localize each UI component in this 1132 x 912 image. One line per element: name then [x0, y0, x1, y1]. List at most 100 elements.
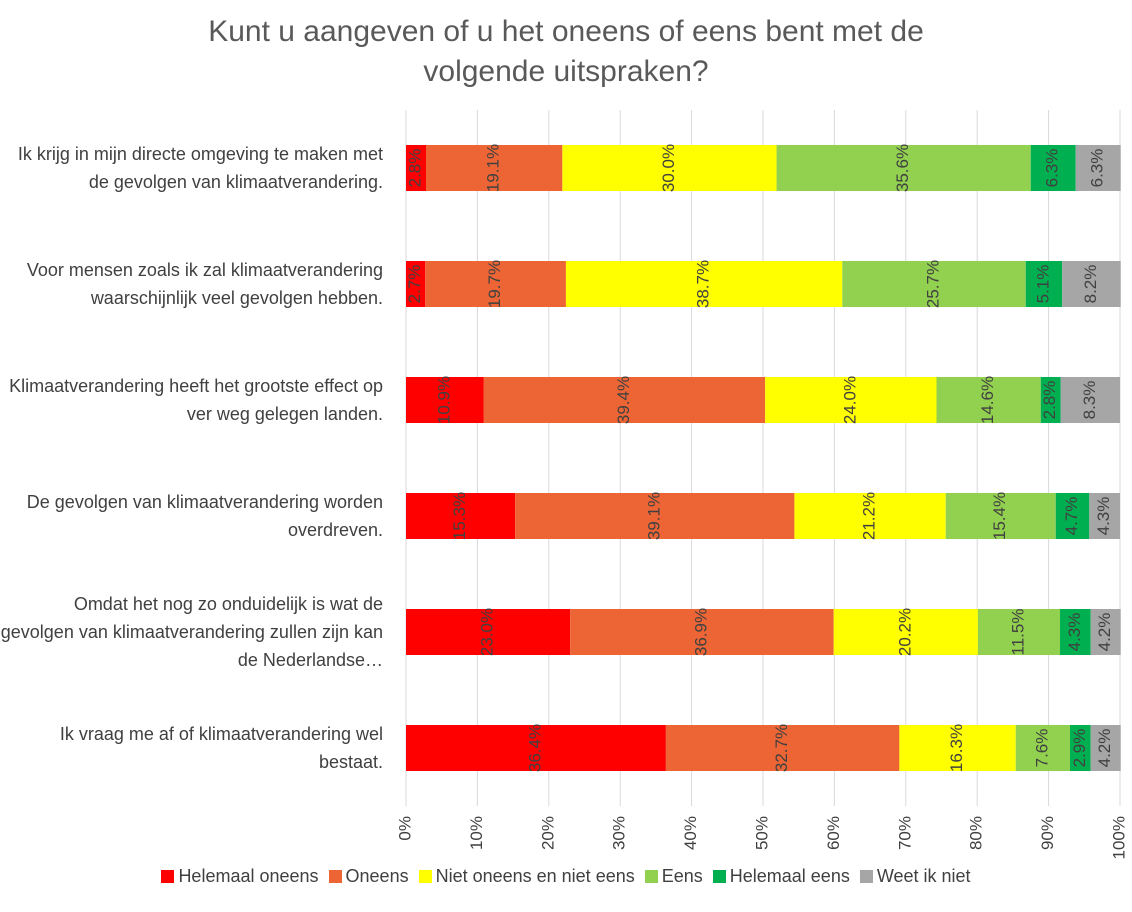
- data-label: 4.2%: [1095, 613, 1114, 652]
- legend-label: Helemaal eens: [729, 866, 850, 886]
- legend-swatch: [859, 870, 873, 883]
- data-label: 32.7%: [772, 724, 791, 772]
- bar-segment: [406, 145, 426, 191]
- data-label: 6.3%: [1043, 149, 1062, 188]
- legend-item: Niet oneens en niet eens: [418, 866, 635, 887]
- data-label: 2.8%: [405, 149, 424, 188]
- data-label: 8.3%: [1080, 381, 1099, 420]
- data-label: 5.1%: [1033, 265, 1052, 304]
- legend-swatch: [644, 870, 658, 883]
- data-label: 21.2%: [860, 492, 879, 540]
- data-label: 4.3%: [1065, 613, 1084, 652]
- data-label: 2.9%: [1070, 729, 1089, 768]
- x-tick-label: 100%: [1109, 816, 1128, 859]
- data-label: 39.1%: [644, 492, 663, 540]
- bar-segment: [483, 377, 766, 423]
- legend-label: Helemaal oneens: [178, 866, 319, 886]
- x-tick-label: 0%: [395, 816, 414, 841]
- data-label: 11.5%: [1008, 609, 1027, 656]
- bar-segment: [833, 609, 978, 655]
- data-label: 25.7%: [923, 260, 942, 308]
- bar-segment: [977, 609, 1061, 655]
- data-label: 4.7%: [1062, 497, 1081, 536]
- data-label: 36.9%: [691, 608, 710, 656]
- legend-item: Oneens: [328, 866, 409, 887]
- bar-segment: [1030, 145, 1076, 191]
- x-tick-label: 70%: [895, 816, 914, 850]
- bar-segment: [945, 493, 1056, 539]
- bar-segment: [1060, 377, 1120, 423]
- data-label: 2.8%: [1040, 381, 1059, 420]
- category-label: Ik vraag me af of klimaatverandering wel…: [59, 724, 383, 772]
- data-label: 38.7%: [694, 260, 713, 308]
- bar-segment: [565, 261, 843, 307]
- x-tick-label: 90%: [1038, 816, 1057, 850]
- data-label: 14.6%: [978, 376, 997, 424]
- data-label: 8.2%: [1081, 265, 1100, 304]
- data-label: 15.3%: [450, 492, 469, 540]
- data-label: 19.1%: [484, 144, 503, 192]
- data-label: 36.4%: [525, 724, 544, 772]
- bar-segment: [665, 725, 900, 771]
- data-label: 16.3%: [947, 724, 966, 772]
- bar-segment: [1090, 725, 1121, 771]
- bar-segment: [776, 145, 1031, 191]
- legend-item: Eens: [644, 866, 703, 887]
- data-label: 20.2%: [895, 608, 914, 656]
- legend-item: Weet ik niet: [859, 866, 971, 887]
- bar-segment: [570, 609, 834, 655]
- legend-swatch: [161, 870, 175, 883]
- x-tick-label: 50%: [752, 816, 771, 850]
- bar-segment: [562, 145, 777, 191]
- bar-segment: [406, 609, 571, 655]
- bar-segment: [1015, 725, 1071, 771]
- data-label: 7.6%: [1032, 729, 1051, 768]
- data-label: 10.9%: [434, 376, 453, 424]
- bar-segment: [406, 377, 484, 423]
- bar-segment: [899, 725, 1016, 771]
- x-tick-label: 80%: [967, 816, 986, 850]
- data-label: 4.3%: [1094, 497, 1113, 536]
- data-label: 39.4%: [614, 376, 633, 424]
- bar-segment: [936, 377, 1041, 423]
- bar-segment: [1090, 609, 1121, 655]
- legend-label: Eens: [661, 866, 703, 886]
- data-label: 23.0%: [478, 608, 497, 656]
- bar-segment: [842, 261, 1026, 307]
- bar-segment: [406, 261, 426, 307]
- legend-label: Niet oneens en niet eens: [435, 866, 635, 886]
- bar-segment: [406, 725, 666, 771]
- data-label: 30.0%: [659, 144, 678, 192]
- bar-segment: [1075, 145, 1121, 191]
- legend-label: Oneens: [345, 866, 409, 886]
- legend-swatch: [712, 870, 726, 883]
- bar-segment: [1025, 261, 1063, 307]
- category-label: Ik krijg in mijn directe omgeving te mak…: [17, 144, 383, 192]
- legend-swatch: [328, 870, 342, 883]
- legend-swatch: [418, 870, 432, 883]
- bar-segment: [1062, 261, 1121, 307]
- legend: Helemaal oneens Oneens Niet oneens en niet…: [0, 866, 1132, 887]
- data-label: 35.6%: [893, 144, 912, 192]
- x-tick-label: 60%: [824, 816, 843, 850]
- x-tick-label: 40%: [681, 816, 700, 850]
- category-label: Voor mensen zoals ik zal klimaatverander…: [26, 260, 383, 308]
- bar-segment: [515, 493, 795, 539]
- data-label: 15.4%: [990, 492, 1009, 540]
- bar-segment: [1070, 725, 1091, 771]
- bar-segment: [1089, 493, 1120, 539]
- category-label: De gevolgen van klimaatverandering worde…: [26, 492, 383, 540]
- bar-segment: [425, 145, 563, 191]
- legend-label: Weet ik niet: [876, 866, 971, 886]
- bar-segment: [794, 493, 946, 539]
- category-label: Klimaatverandering heeft het grootste ef…: [9, 376, 383, 424]
- bar-segment: [1060, 609, 1091, 655]
- legend-item: Helemaal oneens: [161, 866, 319, 887]
- bar-segment: [406, 493, 516, 539]
- chart-title: Kunt u aangeven of u het oneens of eens …: [208, 15, 924, 88]
- x-tick-label: 10%: [467, 816, 486, 850]
- bar-segment: [425, 261, 566, 307]
- legend-item: Helemaal eens: [712, 866, 850, 887]
